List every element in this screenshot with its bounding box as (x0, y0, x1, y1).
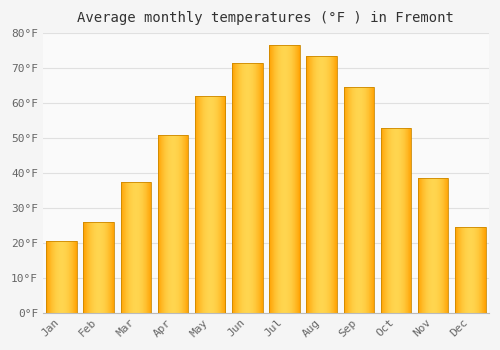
Bar (120, 182, 151, 313)
Bar (306, 56, 337, 313)
Bar (344, 88, 374, 313)
Title: Average monthly temperatures (°F ) in Fremont: Average monthly temperatures (°F ) in Fr… (78, 11, 454, 25)
Bar (418, 178, 448, 313)
Bar (270, 46, 300, 313)
Bar (84, 222, 114, 313)
Bar (455, 227, 486, 313)
Bar (381, 127, 411, 313)
Bar (195, 96, 226, 313)
Bar (158, 134, 188, 313)
Bar (46, 241, 77, 313)
Bar (232, 63, 262, 313)
